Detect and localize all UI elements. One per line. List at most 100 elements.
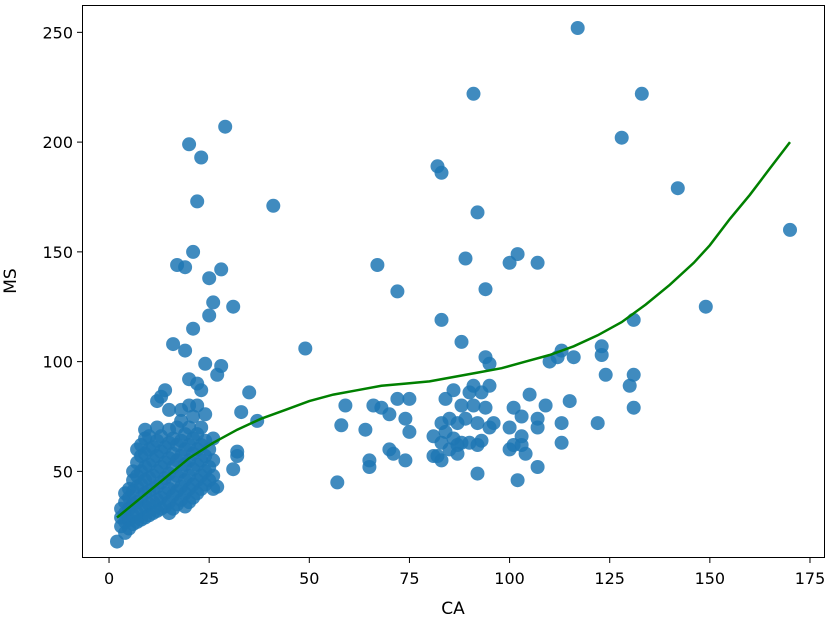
data-point [214, 262, 229, 277]
data-point [502, 420, 517, 435]
data-point [390, 284, 405, 299]
data-point [478, 282, 493, 297]
data-point [626, 367, 641, 382]
data-point [434, 453, 449, 468]
data-point [486, 416, 501, 431]
data-point [622, 378, 637, 393]
data-point [338, 398, 353, 413]
y-axis-ticks: 50 100 150 200 250 [42, 23, 83, 481]
data-point [514, 409, 529, 424]
data-point [590, 416, 605, 431]
data-point [194, 150, 209, 165]
y-tick-label: 200 [42, 133, 73, 152]
data-point [446, 383, 461, 398]
data-point [482, 356, 497, 371]
data-point [206, 295, 221, 310]
data-point [482, 378, 497, 393]
data-point [210, 479, 225, 494]
data-point [626, 400, 641, 415]
data-point [594, 348, 609, 362]
data-point [202, 271, 217, 286]
data-point [178, 343, 193, 358]
x-tick-label: 0 [104, 569, 114, 588]
data-point [206, 453, 221, 468]
data-point [330, 475, 345, 490]
data-point [530, 255, 545, 270]
data-point [202, 308, 217, 323]
data-point [194, 383, 209, 398]
x-tick-label: 150 [695, 569, 726, 588]
data-point [466, 86, 481, 101]
data-point [206, 468, 221, 483]
data-point [454, 398, 469, 413]
x-axis-ticks: 0 25 50 75 100 125 150 175 [104, 557, 825, 588]
data-point [458, 411, 473, 426]
x-tick-label: 100 [494, 569, 525, 588]
data-point [242, 385, 257, 400]
data-point [530, 460, 545, 474]
data-point [670, 181, 685, 196]
data-point [230, 444, 245, 459]
data-point [158, 383, 173, 398]
data-point [510, 473, 525, 488]
data-point [554, 435, 569, 450]
data-point [182, 137, 197, 152]
data-point [226, 462, 241, 477]
x-tick-label: 175 [795, 569, 826, 588]
data-point [434, 312, 449, 327]
x-axis-title: CA [441, 599, 465, 619]
data-point [218, 119, 233, 134]
data-point [570, 21, 585, 35]
data-point [634, 86, 649, 101]
data-point [562, 394, 577, 409]
data-point [474, 433, 489, 448]
data-point [554, 416, 569, 431]
data-point [358, 422, 373, 437]
data-point [178, 260, 193, 275]
data-point [626, 312, 641, 327]
data-point [390, 391, 405, 406]
x-tick-label: 25 [199, 569, 219, 588]
data-point [434, 165, 449, 180]
y-tick-label: 150 [42, 243, 73, 262]
y-tick-label: 100 [42, 353, 73, 372]
data-point [598, 367, 613, 382]
data-point [614, 130, 629, 145]
data-point [162, 402, 177, 417]
data-point [566, 350, 581, 365]
data-point [458, 251, 473, 266]
data-point [234, 405, 249, 420]
data-point [522, 387, 537, 402]
data-point [398, 411, 413, 426]
data-point [198, 407, 213, 422]
data-point [478, 400, 493, 415]
y-tick-label: 250 [42, 23, 73, 42]
data-point [454, 334, 469, 349]
data-point [166, 337, 181, 352]
data-point [382, 407, 397, 422]
data-point [466, 398, 481, 413]
data-point [186, 321, 201, 336]
data-point [370, 258, 385, 272]
data-point [470, 416, 485, 431]
y-tick-label: 50 [53, 462, 73, 481]
data-point [214, 359, 229, 373]
data-point [398, 453, 413, 468]
data-point [783, 222, 797, 237]
data-point [334, 418, 349, 433]
data-point [226, 299, 241, 314]
data-point [186, 244, 201, 259]
data-point [186, 409, 201, 424]
y-axis-title: MS [1, 268, 21, 293]
data-point [470, 466, 485, 481]
data-point [266, 198, 281, 213]
data-point [538, 398, 553, 413]
data-point [402, 424, 417, 439]
data-point [510, 247, 525, 262]
data-point [202, 442, 217, 457]
data-point [362, 453, 377, 468]
plot-frame [82, 5, 825, 558]
data-point [386, 446, 401, 461]
data-point [402, 391, 417, 406]
